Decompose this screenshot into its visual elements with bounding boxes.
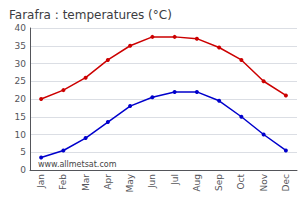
svg-text:5: 5 [20, 147, 26, 157]
svg-text:Jul: Jul [170, 174, 180, 186]
svg-text:10: 10 [15, 130, 27, 140]
svg-text:40: 40 [15, 23, 27, 33]
svg-text:Sep: Sep [214, 174, 224, 191]
svg-text:15: 15 [15, 112, 26, 122]
svg-text:Farafra : temperatures (°C): Farafra : temperatures (°C) [9, 8, 172, 22]
svg-text:0: 0 [20, 165, 26, 175]
svg-text:Feb: Feb [58, 174, 68, 190]
svg-text:Mar: Mar [81, 174, 91, 191]
svg-text:20: 20 [15, 94, 27, 104]
svg-text:www.allmetsat.com: www.allmetsat.com [38, 160, 117, 169]
svg-text:35: 35 [15, 41, 26, 51]
svg-text:Jun: Jun [147, 174, 157, 189]
svg-text:Aug: Aug [192, 174, 202, 192]
svg-text:Nov: Nov [259, 173, 269, 191]
svg-text:Oct: Oct [236, 174, 246, 190]
svg-text:Jan: Jan [36, 174, 46, 189]
svg-text:Dec: Dec [281, 174, 291, 191]
svg-text:Apr: Apr [103, 174, 113, 190]
svg-text:30: 30 [15, 59, 27, 69]
svg-text:May: May [125, 173, 135, 192]
svg-text:25: 25 [15, 76, 26, 86]
